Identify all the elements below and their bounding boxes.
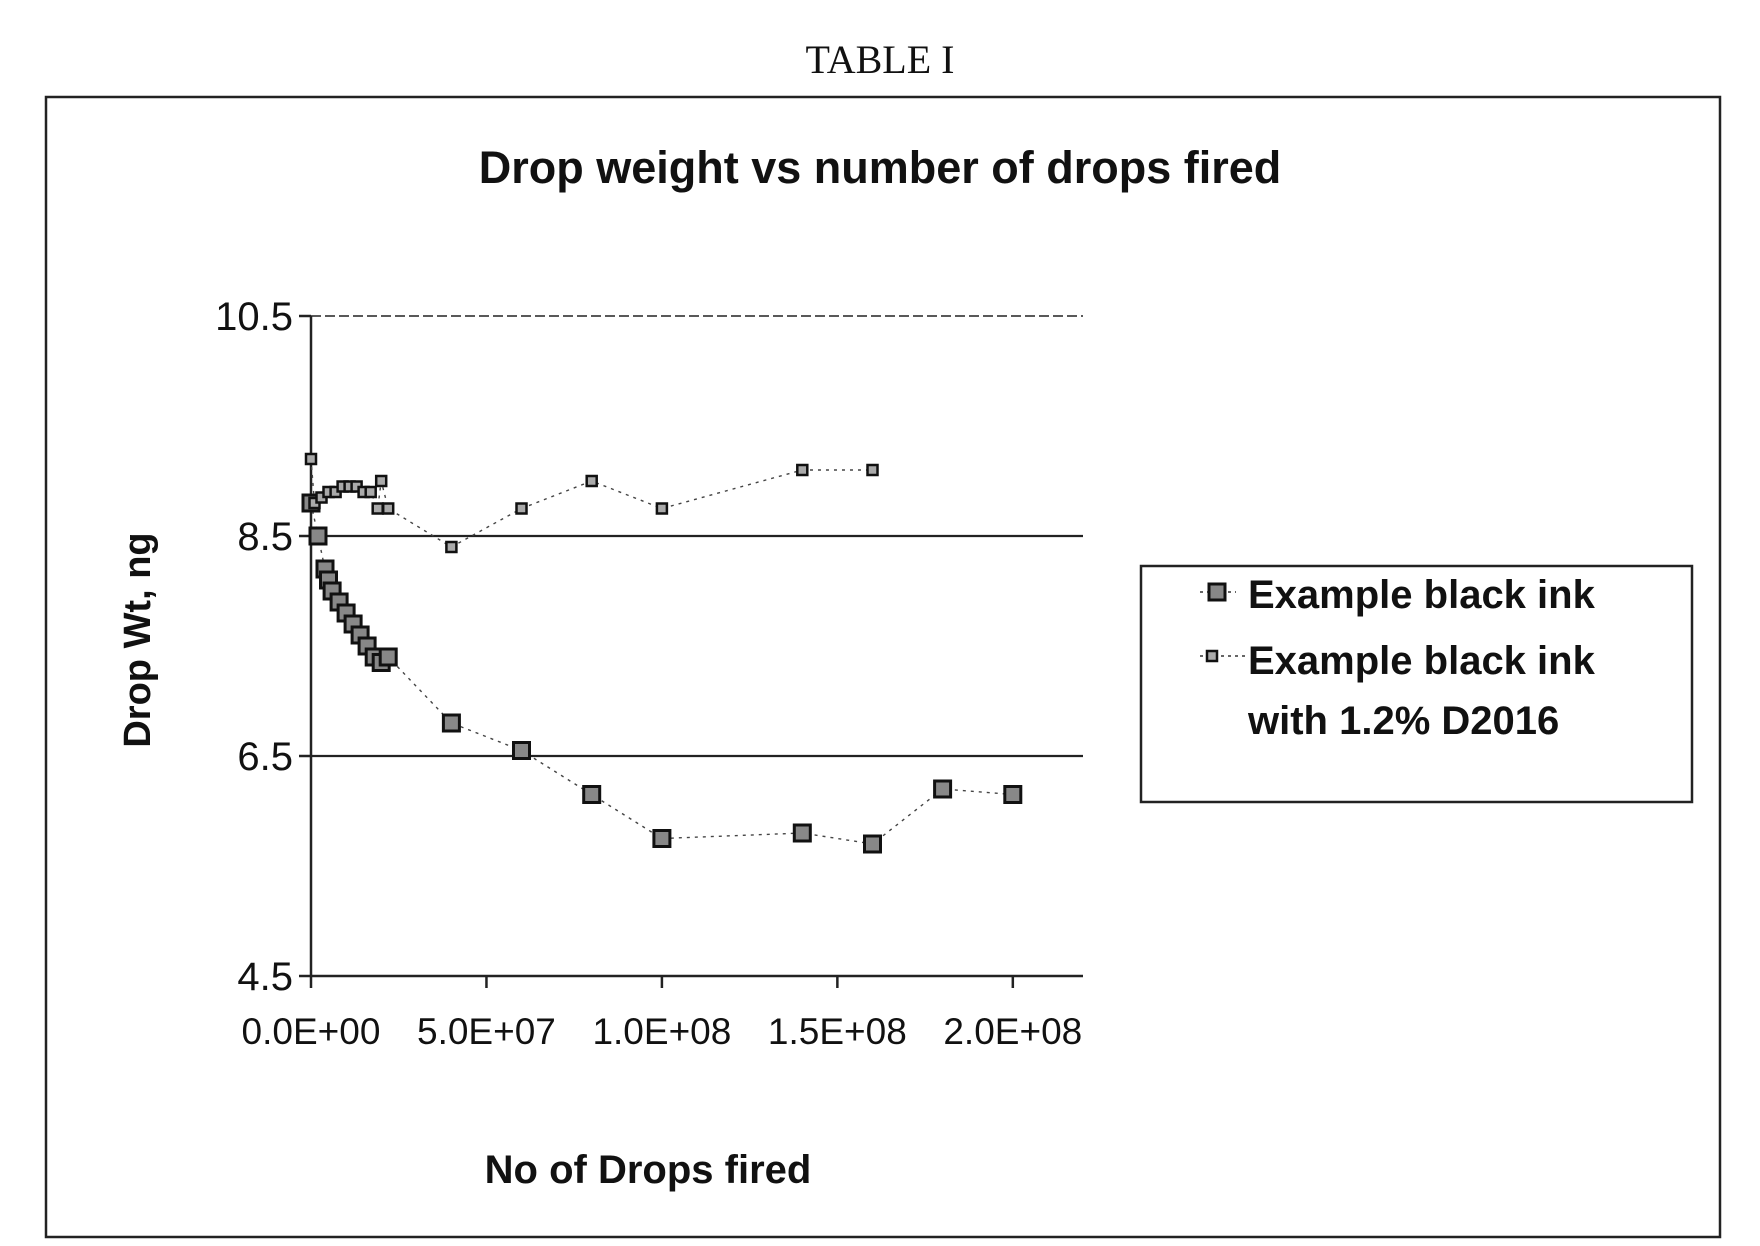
series-2-point bbox=[797, 465, 807, 475]
y-tick-label: 6.5 bbox=[237, 735, 293, 779]
y-tick-label: 10.5 bbox=[215, 295, 293, 339]
x-tick-label: 1.0E+08 bbox=[592, 1011, 731, 1052]
series-2-point bbox=[587, 476, 597, 486]
x-tick-label: 0.0E+00 bbox=[242, 1011, 381, 1052]
x-tick-label: 2.0E+08 bbox=[943, 1011, 1082, 1052]
series-1-point bbox=[310, 528, 326, 544]
x-tick-label: 1.5E+08 bbox=[768, 1011, 907, 1052]
legend: Example black ink Example black ink with… bbox=[1141, 566, 1692, 802]
legend-marker-series-2 bbox=[1207, 651, 1217, 661]
series-1-point bbox=[794, 825, 810, 841]
x-tick-label: 5.0E+07 bbox=[417, 1011, 556, 1052]
series-2-point bbox=[868, 465, 878, 475]
x-axis-label: No of Drops fired bbox=[485, 1148, 812, 1192]
series-1-point bbox=[443, 715, 459, 731]
legend-label-series-2-line-2: with 1.2% D2016 bbox=[1247, 699, 1559, 743]
y-tick-label: 4.5 bbox=[237, 955, 293, 999]
y-axis-label: Drop Wt, ng bbox=[117, 532, 159, 747]
series-2-point bbox=[446, 542, 456, 552]
chart-title: Drop weight vs number of drops fired bbox=[479, 142, 1282, 193]
y-tick-label: 8.5 bbox=[237, 515, 293, 559]
series-1-point bbox=[865, 836, 881, 852]
series-2-point bbox=[373, 504, 383, 514]
series-2-point bbox=[306, 454, 316, 464]
legend-label-series-2-line-1: Example black ink bbox=[1248, 639, 1596, 683]
series-2-point bbox=[517, 504, 527, 514]
series-1-point bbox=[514, 743, 530, 759]
series-2-point bbox=[376, 476, 386, 486]
legend-label-series-1: Example black ink bbox=[1248, 573, 1596, 617]
table-caption: TABLE I bbox=[806, 37, 955, 82]
legend-item-series-1: Example black ink bbox=[1200, 573, 1596, 617]
series-1-point bbox=[935, 781, 951, 797]
series-1-point bbox=[1005, 787, 1021, 803]
legend-marker-series-1 bbox=[1209, 584, 1225, 600]
series-2-point bbox=[366, 487, 376, 497]
series-1-point bbox=[584, 787, 600, 803]
series-1-point bbox=[380, 649, 396, 665]
series-2-point bbox=[383, 504, 393, 514]
series-2-point bbox=[657, 504, 667, 514]
series-1-point bbox=[654, 831, 670, 847]
